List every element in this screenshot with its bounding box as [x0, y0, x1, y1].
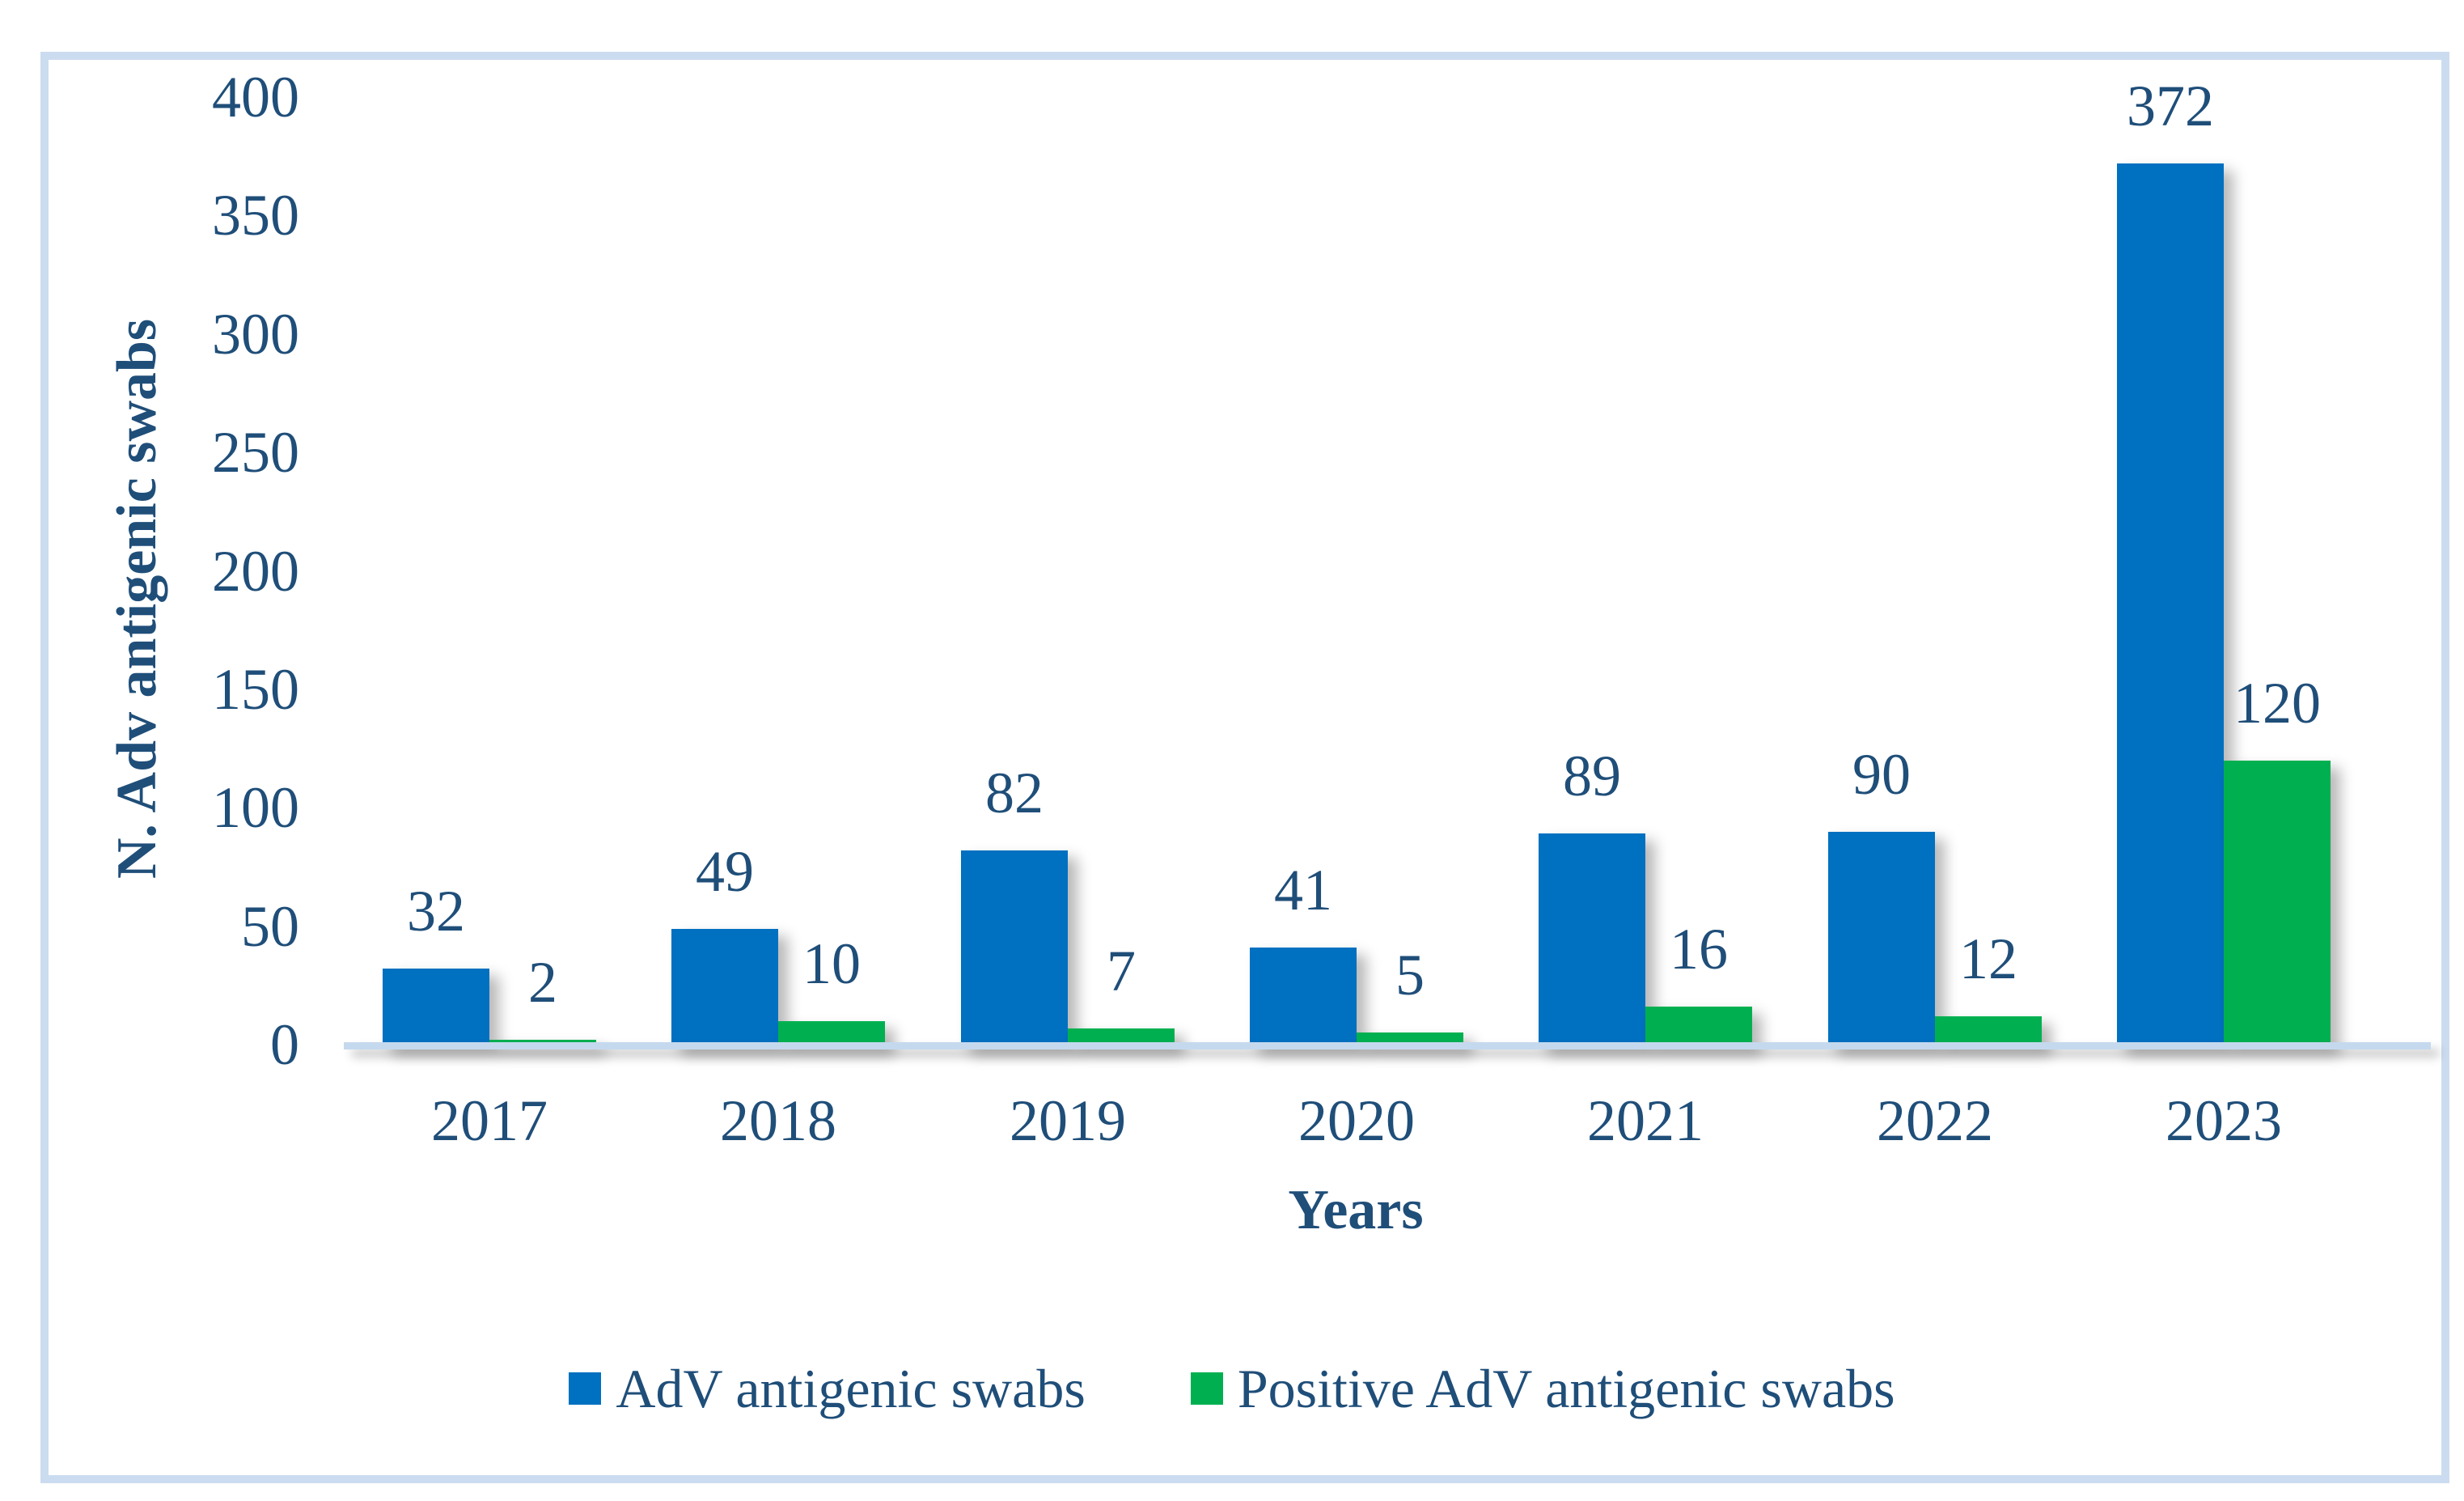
y-tick-label: 0 — [270, 1012, 299, 1077]
data-label: 7 — [1107, 939, 1136, 1003]
x-category-label: 2023 — [2166, 1088, 2282, 1153]
y-tick-label: 300 — [212, 302, 299, 367]
x-category-label: 2020 — [1298, 1088, 1415, 1153]
data-label: 2 — [528, 950, 557, 1015]
x-category-label: 2022 — [1877, 1088, 1993, 1153]
bar-2023-positive — [2224, 761, 2331, 1048]
legend-item: AdV antigenic swabs — [569, 1358, 1086, 1419]
legend-swatch-icon — [1190, 1372, 1223, 1405]
x-category-label: 2021 — [1587, 1088, 1704, 1153]
y-tick-label: 200 — [212, 539, 299, 604]
legend-item: Positive AdV antigenic swabs — [1190, 1358, 1895, 1419]
y-tick-label: 50 — [241, 894, 299, 959]
data-label: 90 — [1852, 742, 1911, 807]
data-label: 16 — [1670, 917, 1728, 982]
data-label: 49 — [696, 839, 754, 904]
y-tick-label: 400 — [212, 65, 299, 129]
x-axis-title: Years — [1288, 1179, 1424, 1241]
data-label: 12 — [1959, 926, 2017, 991]
y-tick-label: 100 — [212, 775, 299, 840]
chart-border-frame — [40, 52, 2449, 1483]
data-label: 89 — [1563, 744, 1621, 808]
data-label: 32 — [407, 879, 465, 943]
legend-label: Positive AdV antigenic swabs — [1237, 1358, 1895, 1419]
data-label: 82 — [985, 761, 1044, 825]
data-label: 5 — [1395, 943, 1425, 1007]
x-category-label: 2019 — [1010, 1088, 1126, 1153]
bar-2020-total — [1250, 948, 1357, 1048]
y-tick-label: 250 — [212, 420, 299, 485]
bar-2019-total — [961, 850, 1068, 1048]
x-axis-line — [344, 1042, 2431, 1049]
data-label: 120 — [2233, 671, 2321, 736]
y-tick-label: 150 — [212, 657, 299, 722]
data-label: 10 — [802, 931, 861, 996]
x-category-label: 2017 — [431, 1088, 548, 1153]
bar-2021-total — [1539, 833, 1645, 1048]
legend-swatch-icon — [569, 1372, 602, 1405]
data-label: 372 — [2127, 74, 2214, 138]
x-category-label: 2018 — [720, 1088, 836, 1153]
bar-2018-total — [671, 929, 778, 1048]
legend-label: AdV antigenic swabs — [616, 1358, 1086, 1419]
legend: AdV antigenic swabs Positive AdV antigeni… — [0, 1356, 2464, 1421]
bar-2017-total — [383, 969, 489, 1048]
bar-2023-total — [2117, 163, 2224, 1048]
y-tick-label: 350 — [212, 183, 299, 248]
data-label: 41 — [1274, 858, 1332, 922]
bar-2021-positive — [1645, 1007, 1752, 1048]
bar-2022-total — [1828, 832, 1935, 1048]
